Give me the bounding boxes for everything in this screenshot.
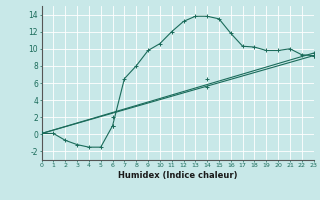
X-axis label: Humidex (Indice chaleur): Humidex (Indice chaleur) <box>118 171 237 180</box>
